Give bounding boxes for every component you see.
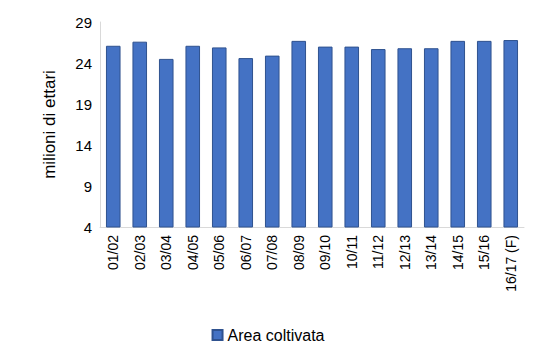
svg-text:03/04: 03/04 xyxy=(158,235,174,270)
svg-text:Area coltivata: Area coltivata xyxy=(228,327,325,344)
svg-text:19: 19 xyxy=(75,96,92,113)
svg-text:4: 4 xyxy=(84,219,92,236)
svg-text:24: 24 xyxy=(75,55,92,72)
svg-text:01/02: 01/02 xyxy=(105,235,121,270)
svg-text:12/13: 12/13 xyxy=(397,235,413,270)
svg-text:11/12: 11/12 xyxy=(370,235,386,269)
svg-text:9: 9 xyxy=(84,178,92,195)
svg-text:15/16: 15/16 xyxy=(476,235,492,270)
svg-text:06/07: 06/07 xyxy=(238,235,254,270)
svg-text:05/06: 05/06 xyxy=(211,235,227,270)
svg-text:02/03: 02/03 xyxy=(132,235,148,270)
svg-text:13/14: 13/14 xyxy=(423,235,439,270)
svg-text:09/10: 09/10 xyxy=(317,235,333,270)
svg-text:08/09: 08/09 xyxy=(291,235,307,270)
svg-text:16/17 (F): 16/17 (F) xyxy=(503,235,519,292)
svg-text:milioni di ettari: milioni di ettari xyxy=(40,70,59,179)
svg-text:29: 29 xyxy=(75,14,92,31)
svg-text:07/08: 07/08 xyxy=(264,235,280,270)
svg-text:10/11: 10/11 xyxy=(344,235,360,269)
svg-text:04/05: 04/05 xyxy=(185,235,201,270)
svg-text:14: 14 xyxy=(75,137,92,154)
svg-text:14/15: 14/15 xyxy=(450,235,466,270)
